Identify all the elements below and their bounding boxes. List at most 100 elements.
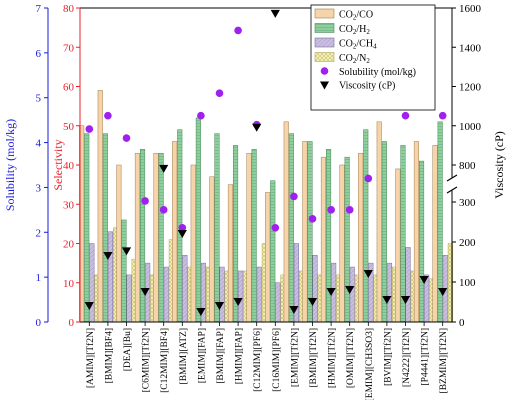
viscosity-marker (177, 230, 187, 238)
legend-swatch-ch4 (314, 37, 335, 48)
solubility-marker (364, 174, 373, 183)
bar-ch4 (126, 274, 132, 323)
category-label: [BMIM][FAP] (216, 328, 226, 384)
solubility-tick-label: 3 (36, 182, 42, 194)
solubility-tick-label: 2 (36, 227, 42, 239)
bar-ch4 (275, 282, 281, 323)
bar-co (153, 152, 159, 323)
plot-bars (79, 90, 453, 323)
solubility-marker (234, 26, 242, 35)
solubility-marker (308, 215, 317, 223)
solubility-tick-label: 7 (36, 3, 42, 15)
viscosity-tick-label: 1400 (459, 42, 482, 54)
category-label: [C16MIM][PF6] (272, 328, 282, 392)
bar-co (376, 121, 382, 323)
bar-ch4 (256, 266, 262, 323)
bar-co (283, 121, 289, 323)
bar-ch4 (386, 262, 392, 323)
bar-co (190, 164, 196, 323)
viscosity-tick-label: 100 (459, 277, 476, 289)
bar-ch4 (405, 247, 411, 323)
solubility-tick-label: 0 (36, 317, 42, 329)
solubility-tick-label: 5 (36, 93, 42, 105)
viscosity-marker (400, 296, 411, 304)
axis-selectivity: 0 10 20 30 40 50 60 70 80 Selectivity (51, 3, 80, 329)
solubility-marker (215, 89, 224, 98)
x-axis-labels: [AMIM][Tf2N] [BMIM][BF4] [DEA][Bu] [C6MIM][… (85, 328, 449, 400)
bar-co (116, 164, 122, 323)
bar-h2 (158, 152, 164, 323)
axis-break-mark (446, 174, 458, 194)
category-label: [C6MIM][Tf2N] (141, 328, 152, 392)
viscosity-marker (252, 123, 262, 132)
legend: CO2/CO CO2/H2 CO2/CH4 CO2/N2 Solubility (mol… (310, 4, 436, 111)
viscosity-marker (307, 298, 318, 306)
bar-co (395, 168, 401, 323)
legend-label-ch4: CO2/CH4 (339, 39, 377, 51)
legend-label-viscosity: Viscosity (cP) (339, 81, 395, 92)
selectivity-tick-label: 60 (63, 82, 75, 94)
bar-h2 (102, 133, 108, 323)
plot-markers (84, 8, 448, 316)
category-label: [C12MIM][BF4] (160, 328, 170, 393)
viscosity-marker (270, 9, 280, 18)
bar-co (246, 152, 252, 323)
selectivity-tick-label: 80 (63, 3, 75, 15)
solubility-marker (159, 206, 168, 214)
viscosity-marker (103, 252, 113, 260)
category-label: [BMIM][BF4] (104, 328, 114, 383)
bar-co (97, 90, 103, 323)
bar-ch4 (107, 231, 114, 323)
viscosity-tick-label: 1200 (459, 82, 482, 94)
selectivity-tick-label: 50 (63, 121, 75, 133)
bar-co (172, 141, 178, 323)
legend-solubility-marker (320, 67, 329, 75)
viscosity-marker (382, 296, 392, 304)
category-label: [EMIM][Tf2N] (289, 328, 300, 387)
selectivity-axis-label: Selectivity (51, 139, 65, 190)
category-label: [BVIM][Tf2N] (382, 328, 393, 386)
bar-co (432, 145, 438, 323)
category-label: [OMIM][Tf2N] (345, 328, 356, 388)
legend-swatch-n2 (314, 52, 335, 62)
legend-label-n2: CO2/N2 (339, 53, 370, 65)
viscosity-marker (345, 286, 355, 294)
category-label: [HMIM][Tf2N] (327, 328, 338, 388)
category-label: [DEA][Bu] (123, 328, 133, 371)
bar-ch4 (163, 266, 169, 323)
bar-co (134, 152, 140, 323)
viscosity-marker (214, 302, 225, 310)
selectivity-tick-label: 70 (63, 42, 75, 54)
solubility-marker (85, 125, 94, 133)
legend-viscosity-marker (320, 81, 329, 90)
bar-co (358, 152, 364, 323)
bar-co (227, 184, 233, 323)
bar-h2 (214, 133, 220, 323)
solubility-marker (122, 134, 131, 142)
category-label: [C12MIM][PF6] (253, 328, 263, 392)
bar-h2 (419, 160, 425, 323)
category-label: [EMIM][FAP] (197, 328, 207, 383)
selectivity-tick-label: 40 (63, 160, 75, 172)
solubility-marker (271, 224, 280, 232)
category-label: [AMIM][Tf2N] (85, 328, 96, 388)
bar-ch4 (182, 255, 188, 323)
bar-co (265, 192, 271, 323)
bar-ch4 (219, 266, 225, 323)
bar-h2 (288, 133, 294, 323)
solubility-marker (290, 192, 298, 201)
selectivity-tick-label: 30 (63, 199, 75, 211)
bar-h2 (381, 141, 387, 323)
legend-label-solubility: Solubility (mol/kg) (339, 67, 416, 78)
selectivity-tick-label: 0 (69, 317, 75, 329)
viscosity-tick-label: 1600 (459, 3, 482, 15)
viscosity-marker (159, 164, 169, 173)
viscosity-tick-label: 200 (459, 237, 476, 249)
selectivity-tick-label: 20 (63, 239, 75, 251)
category-label: [EMIM][CH3SO3] (365, 328, 375, 400)
solubility-marker (178, 224, 187, 232)
bar-h2 (400, 145, 406, 323)
bar-h2 (121, 219, 127, 323)
solubility-tick-label: 4 (36, 138, 42, 150)
solubility-tick-label: 6 (36, 48, 42, 60)
